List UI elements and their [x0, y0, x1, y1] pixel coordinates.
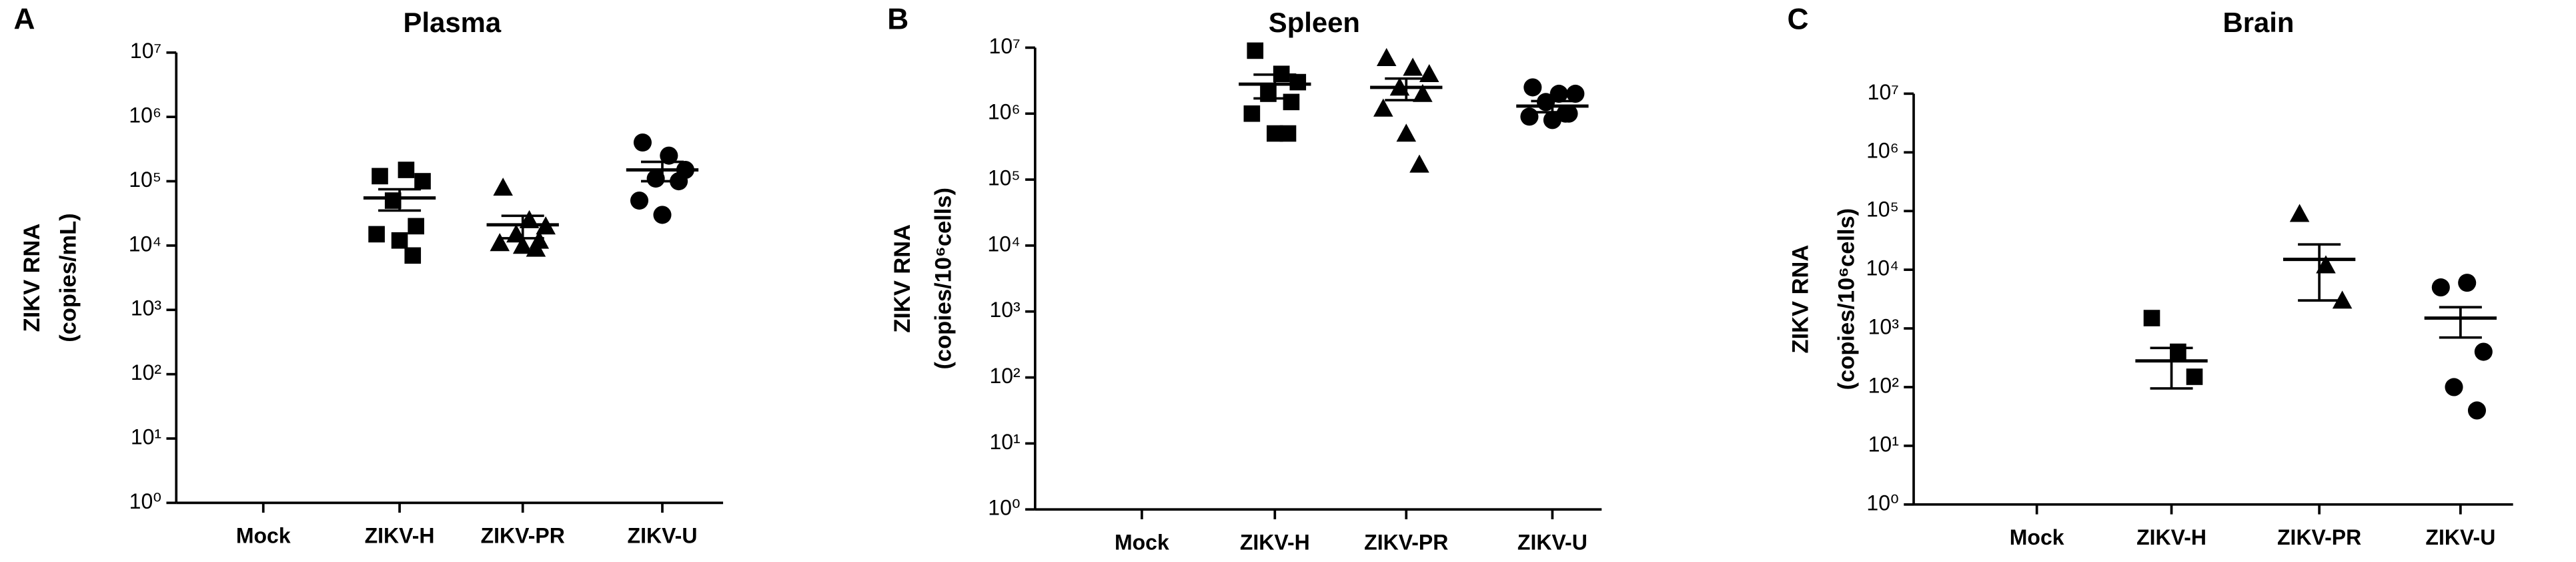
data-point — [1413, 83, 1433, 102]
data-point — [646, 169, 665, 188]
data-point — [2445, 378, 2463, 396]
y-tick-label: 10⁵ — [988, 166, 1021, 190]
x-tick-label: ZIKV-H — [2136, 525, 2206, 549]
chart-title: Spleen — [1269, 7, 1360, 38]
x-tick-label: ZIKV-PR — [481, 524, 565, 548]
data-point — [653, 206, 672, 224]
data-point — [2458, 274, 2477, 292]
data-point — [2143, 310, 2160, 326]
y-tick-label: 10³ — [1868, 314, 1900, 338]
y-tick-label: 10⁷ — [1868, 80, 1899, 104]
y-tick-label: 10⁷ — [989, 34, 1021, 58]
data-point — [368, 226, 385, 243]
data-point — [1403, 57, 1423, 76]
data-point — [1520, 107, 1539, 126]
panel-letter: B — [887, 3, 908, 36]
data-point — [1283, 93, 1300, 111]
x-tick-label: ZIKV-H — [1240, 530, 1310, 554]
data-point — [1279, 125, 1297, 142]
y-tick-label: 10⁴ — [1866, 256, 1899, 280]
y-tick-label: 10² — [989, 364, 1021, 388]
data-point — [2467, 401, 2487, 420]
y-tick-label: 10⁰ — [988, 496, 1020, 520]
data-point — [2474, 342, 2493, 361]
x-tick-label: ZIKV-U — [1517, 530, 1587, 554]
data-point — [1566, 84, 1585, 103]
y-tick-label: 10⁷ — [130, 39, 161, 63]
data-point — [660, 146, 678, 165]
y-tick-label: 10⁶ — [988, 100, 1021, 124]
y-tick-label: 10⁵ — [129, 168, 161, 192]
x-tick-label: ZIKV-PR — [2277, 525, 2361, 549]
y-tick-label: 10⁴ — [129, 232, 161, 256]
y-tick-label: 10¹ — [989, 430, 1020, 454]
y-tick-label: 10³ — [989, 298, 1021, 322]
y-tick-label: 10² — [1868, 373, 1900, 397]
x-tick-label: ZIKV-U — [2425, 525, 2495, 549]
data-point — [1396, 123, 1417, 142]
data-point — [526, 238, 546, 257]
data-point — [408, 218, 424, 235]
data-point — [414, 173, 431, 190]
y-tick-label: 10⁵ — [1866, 198, 1899, 222]
x-tick-label: Mock — [1115, 530, 1169, 554]
data-point — [493, 178, 513, 196]
data-point — [398, 162, 415, 178]
x-tick-label: ZIKV-U — [628, 524, 698, 548]
data-point — [2186, 368, 2203, 385]
y-axis-label: ZIKV RNA — [1788, 245, 1814, 354]
data-point — [404, 247, 422, 264]
x-tick-label: Mock — [2010, 525, 2064, 549]
y-axis-label: (copies/mL) — [55, 213, 81, 342]
data-point — [2332, 290, 2353, 309]
x-tick-label: ZIKV-PR — [1364, 530, 1448, 554]
data-point — [1243, 105, 1261, 122]
y-tick-label: 10⁰ — [129, 489, 161, 513]
chart-title: Plasma — [404, 7, 502, 38]
panel-letter: C — [1787, 3, 1808, 36]
y-tick-label: 10⁰ — [1866, 491, 1898, 515]
y-tick-label: 10¹ — [1868, 432, 1899, 456]
data-point — [633, 133, 652, 152]
data-point — [2431, 278, 2450, 297]
y-tick-label: 10⁶ — [129, 103, 161, 127]
y-axis-label: ZIKV RNA — [19, 224, 45, 332]
data-point — [1373, 98, 1393, 117]
y-tick-label: 10² — [131, 360, 162, 384]
y-axis-label: (copies/10⁶cells) — [1834, 208, 1860, 390]
y-axis-label: ZIKV RNA — [890, 224, 915, 333]
data-point — [2289, 204, 2310, 222]
data-point — [1289, 73, 1307, 91]
y-tick-label: 10⁴ — [987, 232, 1020, 256]
data-point — [2316, 255, 2336, 274]
data-point — [1556, 104, 1575, 123]
data-point — [630, 191, 649, 210]
y-tick-label: 10³ — [131, 296, 162, 320]
data-point — [490, 233, 510, 252]
y-axis-label: (copies/10⁶cells) — [931, 188, 956, 369]
x-tick-label: ZIKV-H — [365, 524, 435, 548]
data-point — [1549, 84, 1568, 103]
data-point — [372, 168, 388, 185]
data-point — [1376, 47, 1397, 67]
y-tick-label: 10¹ — [131, 425, 161, 449]
x-tick-label: Mock — [236, 524, 291, 548]
data-point — [1247, 42, 1264, 59]
data-point — [512, 236, 533, 254]
data-point — [1409, 154, 1429, 173]
panel-letter: A — [13, 3, 35, 36]
data-point — [391, 232, 408, 249]
data-point — [1523, 78, 1542, 97]
y-tick-label: 10⁶ — [1866, 139, 1899, 163]
chart-title: Brain — [2223, 7, 2295, 38]
